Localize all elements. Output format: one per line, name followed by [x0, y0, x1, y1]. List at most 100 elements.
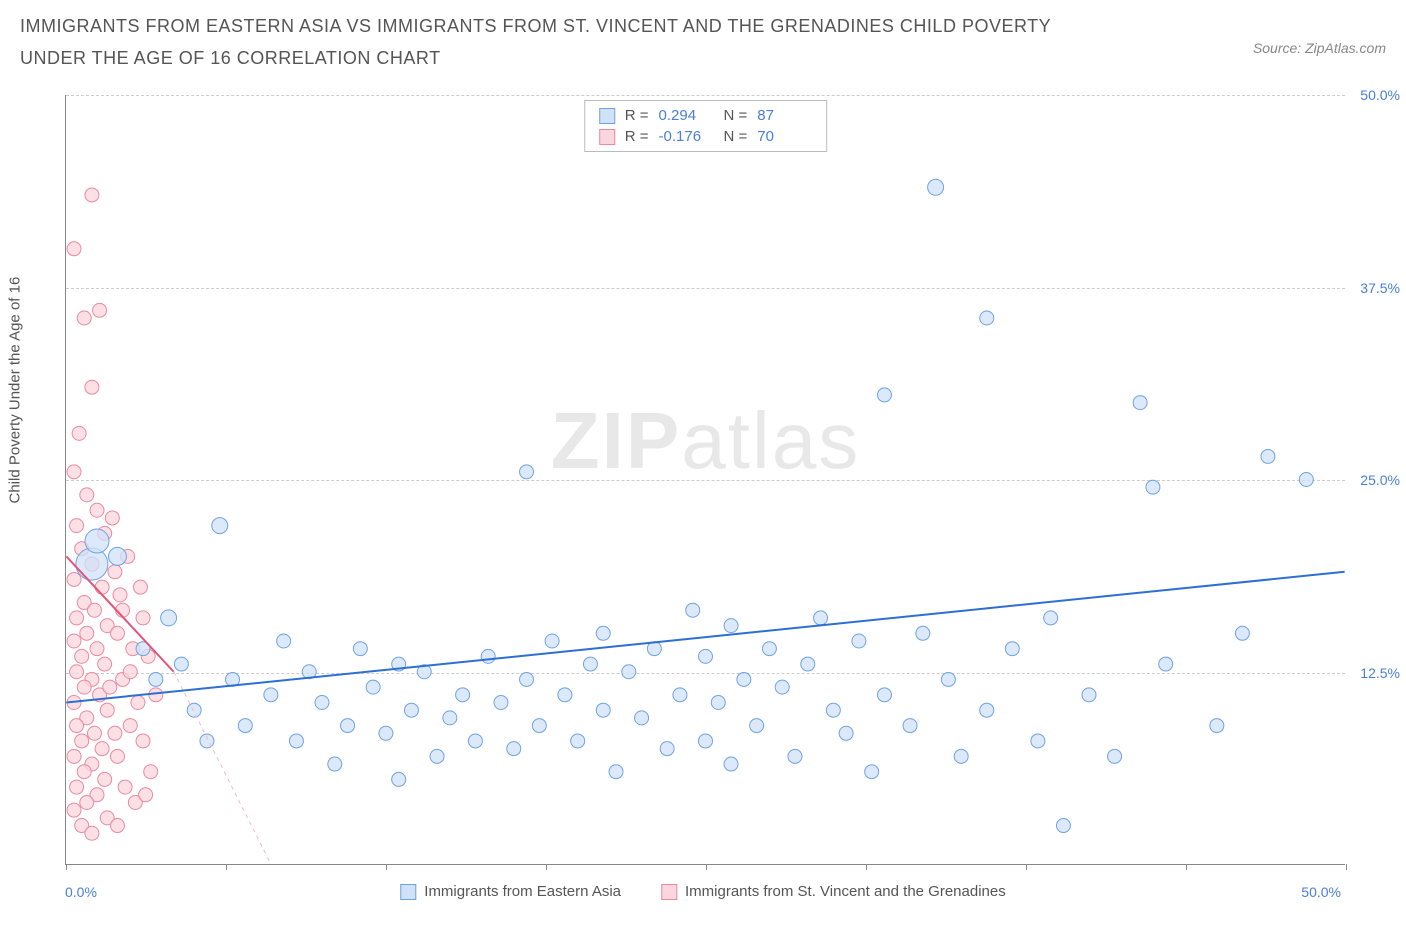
data-point	[108, 726, 122, 740]
data-point	[1108, 749, 1122, 763]
stats-legend: R = 0.294 N = 87 R = -0.176 N = 70	[584, 100, 828, 152]
data-point	[95, 580, 109, 594]
data-point	[877, 388, 891, 402]
data-point	[762, 642, 776, 656]
data-point	[814, 611, 828, 625]
swatch-series-1	[599, 108, 615, 124]
data-point	[123, 665, 137, 679]
data-point	[161, 610, 177, 626]
data-point	[113, 588, 127, 602]
data-point	[238, 719, 252, 733]
data-point	[87, 603, 101, 617]
stats-row-series-1: R = 0.294 N = 87	[599, 105, 813, 126]
data-point	[1261, 449, 1275, 463]
x-tick-mark	[1186, 864, 1187, 870]
data-point	[67, 634, 81, 648]
data-point	[596, 626, 610, 640]
n-value-2: 70	[757, 128, 812, 145]
data-point	[100, 703, 114, 717]
data-point	[1082, 688, 1096, 702]
data-point	[70, 780, 84, 794]
data-point	[70, 719, 84, 733]
data-point	[545, 634, 559, 648]
data-point	[328, 757, 342, 771]
data-point	[520, 465, 534, 479]
data-point	[609, 765, 623, 779]
data-point	[75, 649, 89, 663]
data-point	[70, 519, 84, 533]
r-value-1: 0.294	[659, 107, 714, 124]
data-point	[80, 488, 94, 502]
data-point	[85, 826, 99, 840]
scatter-svg	[66, 95, 1345, 864]
x-tick-mark	[546, 864, 547, 870]
data-point	[85, 188, 99, 202]
data-point	[1005, 642, 1019, 656]
data-point	[93, 303, 107, 317]
data-point	[635, 711, 649, 725]
data-point	[673, 688, 687, 702]
data-point	[75, 734, 89, 748]
chart-container: Child Poverty Under the Age of 16 ZIPatl…	[20, 95, 1386, 905]
data-point	[131, 696, 145, 710]
x-tick-mark	[706, 864, 707, 870]
data-point	[839, 726, 853, 740]
n-label-2: N =	[724, 128, 748, 145]
data-point	[108, 565, 122, 579]
data-point	[110, 749, 124, 763]
data-point	[583, 657, 597, 671]
data-point	[750, 719, 764, 733]
data-point	[379, 726, 393, 740]
x-tick-mark	[66, 864, 67, 870]
data-point	[77, 680, 91, 694]
data-point	[136, 734, 150, 748]
data-point	[76, 548, 108, 580]
data-point	[724, 619, 738, 633]
y-tick-label: 37.5%	[1360, 280, 1400, 296]
source-label: Source: ZipAtlas.com	[1253, 40, 1386, 56]
data-point	[865, 765, 879, 779]
data-point	[456, 688, 470, 702]
data-point	[711, 696, 725, 710]
x-tick-mark	[226, 864, 227, 870]
data-point	[1044, 611, 1058, 625]
data-point	[916, 626, 930, 640]
chart-title: IMMIGRANTS FROM EASTERN ASIA VS IMMIGRAN…	[20, 10, 1120, 75]
stats-row-series-2: R = -0.176 N = 70	[599, 126, 813, 147]
data-point	[520, 672, 534, 686]
data-point	[187, 703, 201, 717]
series-legend: Immigrants from Eastern Asia Immigrants …	[400, 883, 1005, 900]
data-point	[1210, 719, 1224, 733]
r-value-2: -0.176	[659, 128, 714, 145]
data-point	[1056, 819, 1070, 833]
n-label-1: N =	[724, 107, 748, 124]
data-point	[139, 788, 153, 802]
data-point	[123, 719, 137, 733]
y-axis-label: Child Poverty Under the Age of 16	[7, 277, 24, 504]
data-point	[852, 634, 866, 648]
data-point	[212, 518, 228, 534]
data-point	[903, 719, 917, 733]
legend-label-2: Immigrants from St. Vincent and the Gren…	[685, 883, 1006, 900]
data-point	[95, 742, 109, 756]
n-value-1: 87	[757, 107, 812, 124]
data-point	[928, 179, 944, 195]
data-point	[1235, 626, 1249, 640]
data-point	[788, 749, 802, 763]
data-point	[980, 703, 994, 717]
data-point	[622, 665, 636, 679]
data-point	[571, 734, 585, 748]
data-point	[392, 772, 406, 786]
data-point	[98, 772, 112, 786]
x-max-label: 50.0%	[1301, 884, 1341, 900]
x-tick-mark	[1026, 864, 1027, 870]
data-point	[67, 465, 81, 479]
data-point	[174, 657, 188, 671]
data-point	[289, 734, 303, 748]
data-point	[103, 680, 117, 694]
data-point	[826, 703, 840, 717]
data-point	[90, 642, 104, 656]
legend-swatch-2	[661, 884, 677, 900]
data-point	[70, 665, 84, 679]
data-point	[136, 611, 150, 625]
